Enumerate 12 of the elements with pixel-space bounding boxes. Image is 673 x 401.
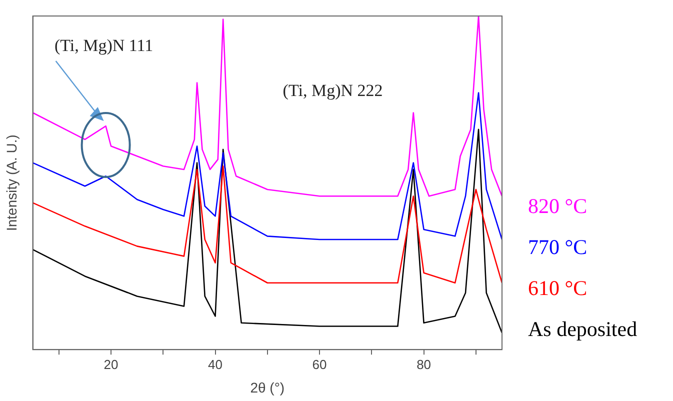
annotation: (Ti, Mg)N 111 [54, 36, 154, 55]
series-label: 770 °C [528, 234, 588, 261]
series-label: 820 °C [528, 193, 588, 220]
x-tick-label: 60 [312, 356, 327, 372]
series-label: 610 °C [528, 275, 588, 302]
x-tick-label: 20 [104, 356, 118, 372]
y-axis-title: Intensity (A. U.) [3, 134, 20, 232]
annotation: (Ti, Mg)N 222 [282, 81, 383, 100]
x-tick-label: 80 [416, 356, 432, 372]
series-label: As deposited [528, 316, 638, 343]
x-axis-title: 2θ (°) [250, 379, 285, 396]
x-tick-label: 40 [208, 356, 222, 372]
